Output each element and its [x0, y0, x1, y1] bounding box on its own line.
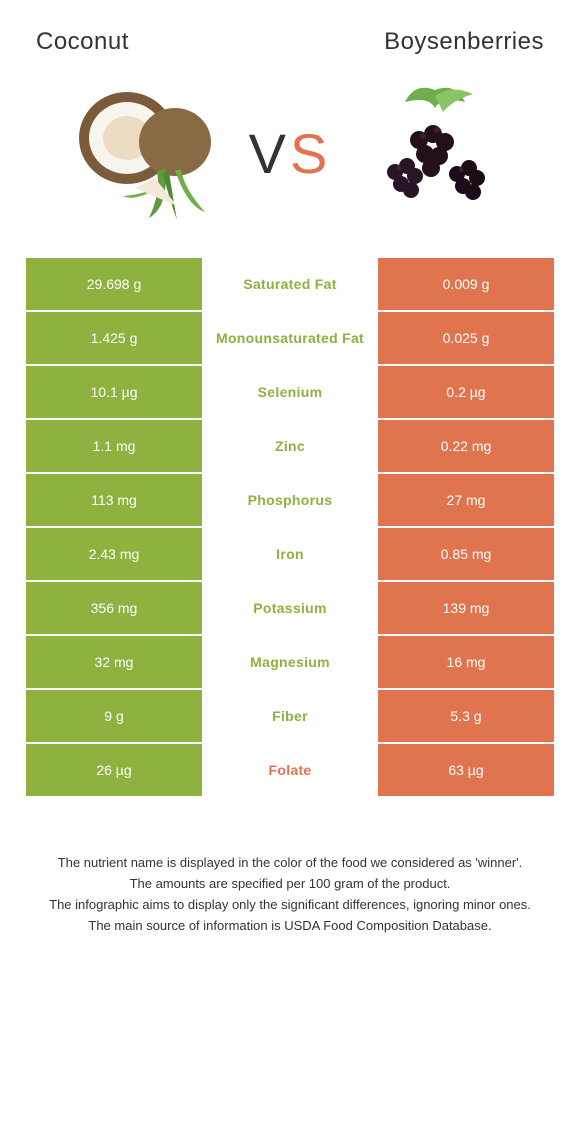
right-value: 5.3 g: [378, 690, 554, 744]
footer-line: The main source of information is USDA F…: [26, 917, 554, 936]
nutrient-label: Magnesium: [202, 636, 378, 690]
footer-notes: The nutrient name is displayed in the co…: [26, 854, 554, 935]
nutrient-label: Selenium: [202, 366, 378, 420]
left-food-title: Coconut: [36, 28, 129, 56]
left-value: 1.425 g: [26, 312, 202, 366]
nutrient-label: Fiber: [202, 690, 378, 744]
left-value: 1.1 mg: [26, 420, 202, 474]
header: Coconut Boysenberries: [0, 0, 580, 68]
left-value: 9 g: [26, 690, 202, 744]
right-value: 0.2 µg: [378, 366, 554, 420]
right-value: 27 mg: [378, 474, 554, 528]
table-row: 10.1 µgSelenium0.2 µg: [26, 366, 554, 420]
nutrient-label: Potassium: [202, 582, 378, 636]
right-value: 0.22 mg: [378, 420, 554, 474]
footer-line: The nutrient name is displayed in the co…: [26, 854, 554, 873]
nutrient-label: Zinc: [202, 420, 378, 474]
left-value: 356 mg: [26, 582, 202, 636]
footer-line: The amounts are specified per 100 gram o…: [26, 875, 554, 894]
left-value: 29.698 g: [26, 258, 202, 312]
right-value: 0.85 mg: [378, 528, 554, 582]
nutrient-label: Folate: [202, 744, 378, 798]
table-row: 1.425 gMonounsaturated Fat0.025 g: [26, 312, 554, 366]
left-value: 32 mg: [26, 636, 202, 690]
left-value: 2.43 mg: [26, 528, 202, 582]
table-row: 9 gFiber5.3 g: [26, 690, 554, 744]
vs-v: V: [249, 122, 290, 185]
nutrient-label: Phosphorus: [202, 474, 378, 528]
nutrient-label: Monounsaturated Fat: [202, 312, 378, 366]
table-row: 356 mgPotassium139 mg: [26, 582, 554, 636]
footer-line: The infographic aims to display only the…: [26, 896, 554, 915]
boysenberries-icon: [355, 78, 515, 228]
nutrient-comparison-table: 29.698 gSaturated Fat0.009 g1.425 gMonou…: [26, 258, 554, 798]
right-value: 63 µg: [378, 744, 554, 798]
left-value: 26 µg: [26, 744, 202, 798]
coconut-icon: [65, 78, 225, 228]
hero-row: VS: [0, 68, 580, 258]
right-value: 16 mg: [378, 636, 554, 690]
right-food-title: Boysenberries: [384, 28, 544, 56]
table-row: 113 mgPhosphorus27 mg: [26, 474, 554, 528]
right-value: 139 mg: [378, 582, 554, 636]
table-row: 2.43 mgIron0.85 mg: [26, 528, 554, 582]
vs-s: S: [290, 122, 331, 185]
vs-label: VS: [249, 121, 332, 186]
table-row: 32 mgMagnesium16 mg: [26, 636, 554, 690]
table-row: 26 µgFolate63 µg: [26, 744, 554, 798]
nutrient-label: Saturated Fat: [202, 258, 378, 312]
right-value: 0.009 g: [378, 258, 554, 312]
left-value: 10.1 µg: [26, 366, 202, 420]
nutrient-label: Iron: [202, 528, 378, 582]
table-row: 29.698 gSaturated Fat0.009 g: [26, 258, 554, 312]
table-row: 1.1 mgZinc0.22 mg: [26, 420, 554, 474]
left-value: 113 mg: [26, 474, 202, 528]
right-value: 0.025 g: [378, 312, 554, 366]
